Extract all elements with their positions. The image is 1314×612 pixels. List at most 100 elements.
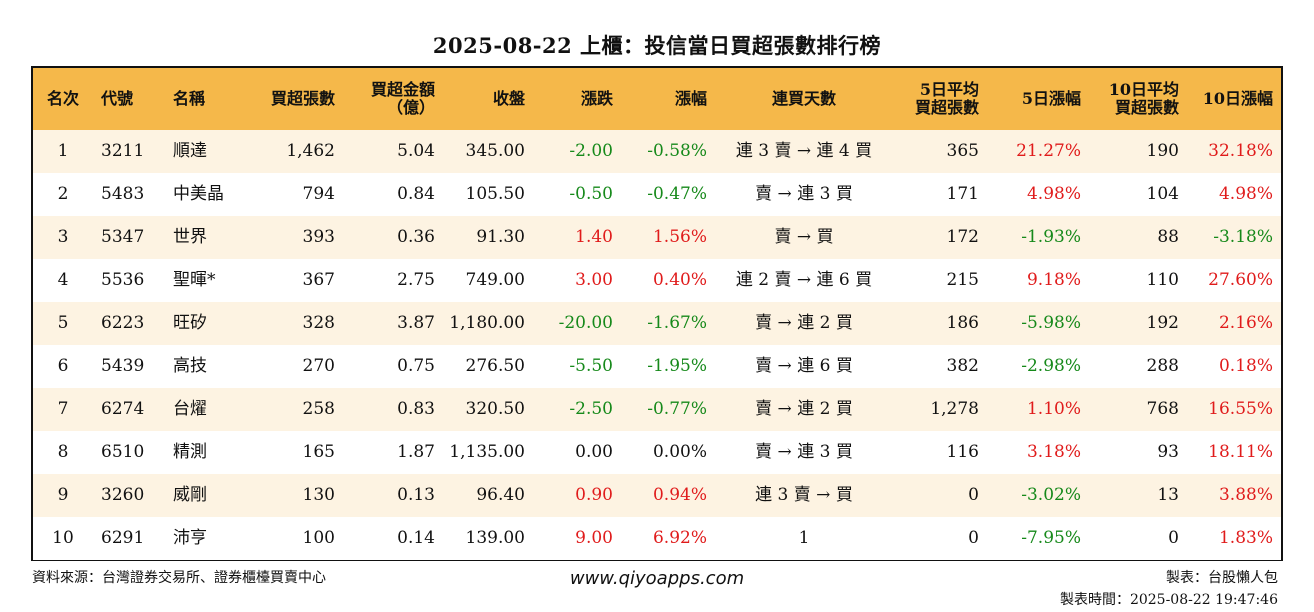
cell-avg10: 13 (1157, 485, 1179, 506)
cell-pct5: -5.98% (1021, 313, 1081, 334)
cell-pct: 0.00% (652, 442, 707, 463)
cell-avg5: 171 (946, 184, 979, 205)
cell-rank: 6 (57, 356, 69, 377)
header-pct5: 5日漲幅 (1021, 89, 1081, 109)
cell-pct: 1.56% (652, 227, 707, 248)
cell-code: 6291 (101, 528, 145, 549)
cell-change: -20.00 (558, 313, 613, 334)
header-change: 漲跌 (580, 89, 613, 109)
cell-pct: -1.67% (647, 313, 707, 334)
cell-avg5: 0 (968, 528, 979, 549)
cell-avg5: 116 (946, 442, 979, 463)
cell-rank: 9 (57, 485, 69, 506)
cell-avg5: 365 (946, 141, 979, 162)
cell-close: 276.50 (465, 356, 525, 377)
cell-streak: 1 (798, 528, 810, 549)
cell-change: -2.00 (569, 141, 613, 162)
cell-pct10: 18.11% (1208, 442, 1273, 463)
cell-change: 0.00 (575, 442, 613, 463)
cell-streak: 賣 → 買 (774, 227, 834, 248)
cell-name: 沛亨 (173, 528, 207, 549)
header-avg5: 5日平均 買超張數 (914, 80, 979, 117)
cell-code: 3260 (101, 485, 145, 506)
cell-pct: -0.58% (647, 141, 707, 162)
cell-buy-lots: 1,462 (286, 141, 335, 162)
cell-close: 96.40 (476, 485, 525, 506)
header-name: 名稱 (173, 89, 206, 109)
cell-buy-lots: 100 (302, 528, 335, 549)
table-row: 10 6291 沛亨 100 0.14 139.00 9.00 6.92% 1 0 -7.95% 0 1… (33, 517, 1281, 560)
cell-pct5: 21.27% (1016, 141, 1081, 162)
cell-avg10: 88 (1157, 227, 1179, 248)
cell-rank: 1 (57, 141, 69, 162)
page-title: 2025-08-22 上櫃：投信當日買超張數排行榜 (432, 33, 882, 58)
cell-avg10: 110 (1146, 270, 1179, 291)
cell-code: 3211 (101, 141, 145, 162)
cell-pct: 0.94% (652, 485, 707, 506)
cell-streak: 賣 → 連 3 買 (755, 184, 853, 205)
header-buy-amount: 買超金額 （億） (370, 80, 435, 117)
cell-avg5: 382 (946, 356, 979, 377)
cell-buy-amount: 0.75 (397, 356, 435, 377)
cell-name: 世界 (173, 227, 207, 248)
cell-buy-lots: 794 (302, 184, 335, 205)
cell-name: 台燿 (173, 399, 207, 420)
cell-pct10: 32.18% (1208, 141, 1273, 162)
cell-close: 91.30 (476, 227, 525, 248)
cell-change: 9.00 (575, 528, 613, 549)
cell-close: 345.00 (465, 141, 525, 162)
ranking-table: 名次 代號 名稱 買超張數 買超金額 （億） 收盤 漲跌 漲幅 連買天數 5日平均 買超張數 5日漲幅 1… (31, 66, 1283, 561)
cell-pct5: 1.10% (1026, 399, 1081, 420)
table-row: 5 6223 旺矽 328 3.87 1,180.00 -20.00 -1.67% 賣 → 連 … (33, 302, 1281, 345)
cell-rank: 2 (57, 184, 69, 205)
cell-pct5: -7.95% (1021, 528, 1081, 549)
cell-buy-amount: 0.84 (397, 184, 435, 205)
cell-buy-amount: 0.36 (397, 227, 435, 248)
cell-avg5: 172 (946, 227, 979, 248)
cell-avg5: 215 (946, 270, 979, 291)
cell-buy-lots: 258 (302, 399, 335, 420)
cell-buy-amount: 2.75 (397, 270, 435, 291)
cell-change: 1.40 (575, 227, 613, 248)
cell-name: 聖暉* (173, 270, 216, 291)
cell-streak: 連 3 賣 → 連 4 買 (735, 141, 873, 162)
cell-code: 6223 (101, 313, 145, 334)
cell-pct5: -3.02% (1021, 485, 1081, 506)
cell-buy-amount: 0.83 (397, 399, 435, 420)
table-row: 7 6274 台燿 258 0.83 320.50 -2.50 -0.77% 賣 → 連 2 買… (33, 388, 1281, 431)
cell-pct5: -2.98% (1021, 356, 1081, 377)
cell-pct10: 1.83% (1218, 528, 1273, 549)
cell-streak: 賣 → 連 3 買 (755, 442, 853, 463)
cell-pct5: 4.98% (1026, 184, 1081, 205)
cell-rank: 4 (57, 270, 69, 291)
website-url: www.qiyoapps.com (569, 568, 745, 589)
cell-streak: 賣 → 連 2 買 (755, 399, 853, 420)
cell-avg10: 93 (1157, 442, 1179, 463)
cell-buy-amount: 1.87 (397, 442, 435, 463)
header-avg10: 10日平均 買超張數 (1108, 80, 1179, 117)
table-header-row: 名次 代號 名稱 買超張數 買超金額 （億） 收盤 漲跌 漲幅 連買天數 5日平均 買超張數 5日漲幅 1… (33, 68, 1281, 130)
cell-buy-lots: 328 (302, 313, 335, 334)
cell-name: 旺矽 (173, 313, 207, 334)
cell-streak: 連 2 賣 → 連 6 買 (735, 270, 873, 291)
cell-buy-lots: 270 (302, 356, 335, 377)
cell-code: 5536 (101, 270, 145, 291)
cell-avg10: 190 (1146, 141, 1179, 162)
maker-note: 製表：台股懶人包 (1166, 570, 1278, 586)
cell-change: -5.50 (569, 356, 613, 377)
cell-pct: -0.47% (647, 184, 707, 205)
cell-buy-amount: 5.04 (397, 141, 435, 162)
cell-pct10: 27.60% (1208, 270, 1273, 291)
cell-pct: 6.92% (652, 528, 707, 549)
header-buy-lots: 買超張數 (270, 89, 335, 109)
table-row: 6 5439 高技 270 0.75 276.50 -5.50 -1.95% 賣 → 連 6 買… (33, 345, 1281, 388)
cell-buy-lots: 393 (302, 227, 335, 248)
cell-pct10: 16.55% (1208, 399, 1273, 420)
cell-avg10: 288 (1146, 356, 1179, 377)
cell-change: 0.90 (575, 485, 613, 506)
header-close: 收盤 (492, 89, 525, 109)
cell-code: 6274 (101, 399, 145, 420)
cell-pct5: 9.18% (1026, 270, 1081, 291)
cell-rank: 5 (57, 313, 69, 334)
generated-time: 製表時間：2025-08-22 19:47:46 (1059, 592, 1278, 608)
